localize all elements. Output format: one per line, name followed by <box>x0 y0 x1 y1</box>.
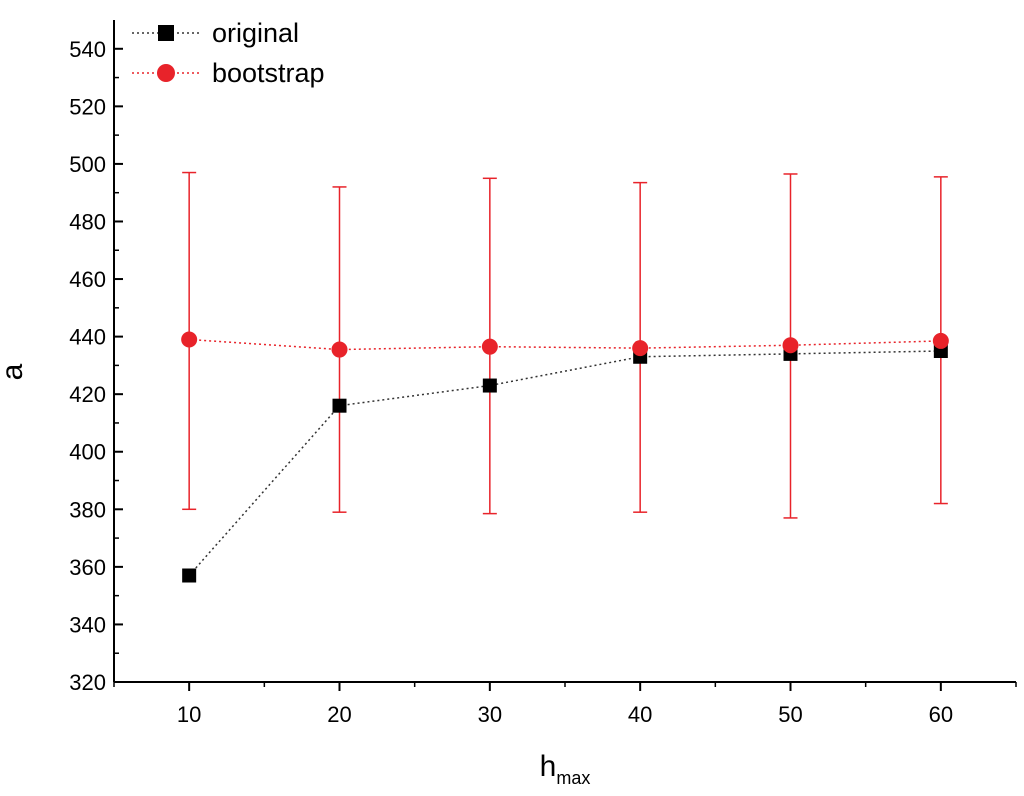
y-tick-label: 380 <box>69 497 106 522</box>
x-tick-label: 20 <box>327 702 351 727</box>
legend-bootstrap-label: bootstrap <box>212 58 325 88</box>
bootstrap-point <box>632 340 649 357</box>
y-tick-label: 440 <box>69 325 106 350</box>
x-tick-label: 60 <box>929 702 953 727</box>
legend-bootstrap-marker <box>157 64 175 82</box>
y-axis-title: a <box>0 363 29 380</box>
original-line <box>188 350 941 577</box>
x-axis-title: hmax <box>540 750 591 788</box>
y-tick-label: 520 <box>69 94 106 119</box>
x-tick-label: 40 <box>628 702 652 727</box>
bootstrap-point <box>481 338 498 355</box>
original-point <box>332 398 347 413</box>
legend-original-label: original <box>212 18 299 48</box>
bootstrap-point <box>331 341 348 358</box>
legend-original-marker <box>158 25 174 41</box>
x-tick-label: 50 <box>778 702 802 727</box>
y-tick-label: 340 <box>69 612 106 637</box>
y-tick-label: 320 <box>69 670 106 695</box>
original-point <box>182 568 197 583</box>
bootstrap-line <box>189 338 941 351</box>
x-axis-title-main: h <box>540 750 557 783</box>
legend: original bootstrap <box>132 18 325 88</box>
y-tick-label: 500 <box>69 152 106 177</box>
bootstrap-point <box>932 332 949 349</box>
y-tick-label: 400 <box>69 440 106 465</box>
bootstrap-point <box>782 337 799 354</box>
x-axis-title-sub: max <box>556 768 590 788</box>
bootstrap-point <box>181 331 198 348</box>
x-tick-label: 10 <box>177 702 201 727</box>
y-tick-label: 480 <box>69 209 106 234</box>
y-tick-label: 360 <box>69 555 106 580</box>
x-tick-label: 30 <box>478 702 502 727</box>
series-layer <box>181 171 949 583</box>
original-point <box>482 378 497 393</box>
y-tick-label: 460 <box>69 267 106 292</box>
axes: 320 340 360 380 400 420 440 460 480 500 520 540 10 20… <box>69 20 1017 727</box>
y-tick-label: 540 <box>69 37 106 62</box>
y-tick-label: 420 <box>69 382 106 407</box>
